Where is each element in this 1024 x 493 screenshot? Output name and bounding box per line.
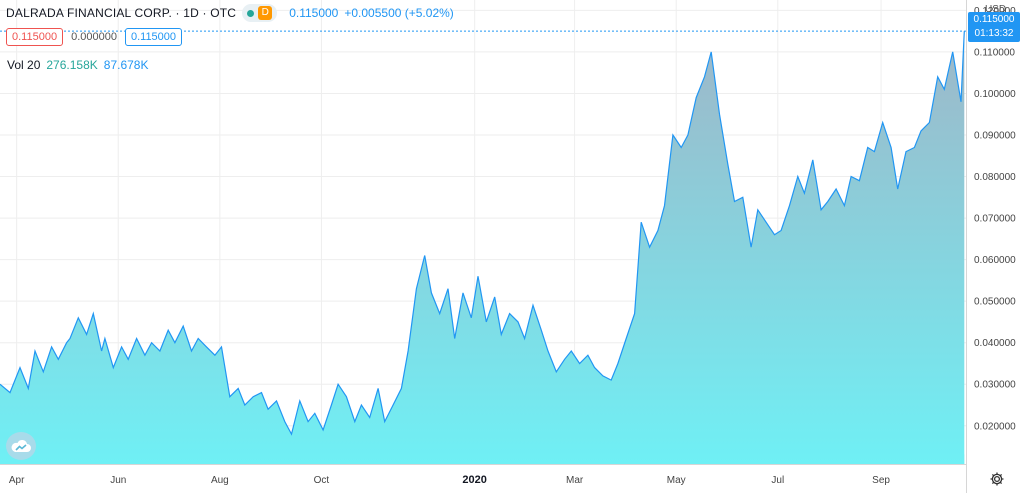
spread-value: 0.000000 — [71, 31, 117, 43]
time-tick-label: Oct — [314, 475, 330, 486]
market-status[interactable]: D — [242, 4, 278, 22]
price-area-fill — [0, 31, 965, 464]
gear-icon — [990, 472, 1004, 486]
volume-label: Vol 20 — [7, 58, 41, 72]
current-price-value: 0.115000 — [973, 14, 1015, 25]
chart-legend: DALRADA FINANCIAL CORP. · 1D · OTC D 0.1… — [6, 4, 454, 22]
trade-buttons: 0.115000 0.000000 0.115000 — [6, 28, 183, 46]
time-tick-label: 2020 — [462, 474, 486, 486]
chart-settings-button[interactable] — [986, 468, 1008, 490]
currency-label: USD — [985, 4, 1007, 15]
last-price: 0.115000 — [289, 6, 339, 20]
sell-price-button[interactable]: 0.115000 — [6, 28, 64, 46]
data-delay-badge: D — [258, 6, 273, 20]
time-tick-label: May — [667, 475, 686, 486]
status-dot-icon — [247, 9, 255, 17]
price-tick-label: 0.120000 — [974, 6, 1016, 17]
time-tick-label: Jul — [771, 475, 784, 486]
price-tick-label: 0.090000 — [974, 131, 1016, 142]
time-tick-label: Apr — [9, 475, 25, 486]
price-tick-label: 0.050000 — [974, 297, 1016, 308]
time-axis[interactable]: Apr Jun Aug Oct 2020 Mar May Jul Sep — [9, 474, 891, 486]
time-tick-label: Mar — [566, 475, 584, 486]
current-price-tag: 0.115000 01:13:32 — [968, 12, 1020, 42]
price-tick-label: 0.110000 — [974, 47, 1015, 58]
price-tick-label: 0.100000 — [974, 89, 1016, 100]
price-axis[interactable]: 0.020000 0.030000 0.040000 0.050000 0.060000… — [974, 6, 1016, 432]
bar-countdown: 01:13:32 — [974, 28, 1014, 39]
volume-legend[interactable]: Vol 20 276.158K 87.678K — [7, 58, 148, 72]
price-tick-label: 0.030000 — [974, 380, 1016, 391]
price-change: +0.005500 (+5.02%) — [344, 6, 454, 20]
price-line — [0, 31, 965, 436]
price-tick-label: 0.020000 — [974, 421, 1016, 432]
tradingview-cloud-icon — [11, 439, 31, 452]
price-tick-label: 0.070000 — [974, 214, 1016, 225]
time-tick-label: Sep — [872, 475, 890, 486]
time-tick-label: Aug — [211, 475, 229, 486]
volume-value: 276.158K — [46, 58, 98, 72]
time-tick-label: Jun — [110, 475, 126, 486]
volume-ma-value: 87.678K — [103, 58, 149, 72]
price-tick-label: 0.040000 — [974, 338, 1016, 349]
price-tick-label: 0.060000 — [974, 255, 1016, 266]
tradingview-logo-button[interactable] — [6, 432, 36, 460]
buy-price-button[interactable]: 0.115000 — [124, 28, 183, 46]
symbol-title[interactable]: DALRADA FINANCIAL CORP. · 1D · OTC — [6, 6, 237, 20]
price-tick-label: 0.080000 — [974, 172, 1016, 183]
